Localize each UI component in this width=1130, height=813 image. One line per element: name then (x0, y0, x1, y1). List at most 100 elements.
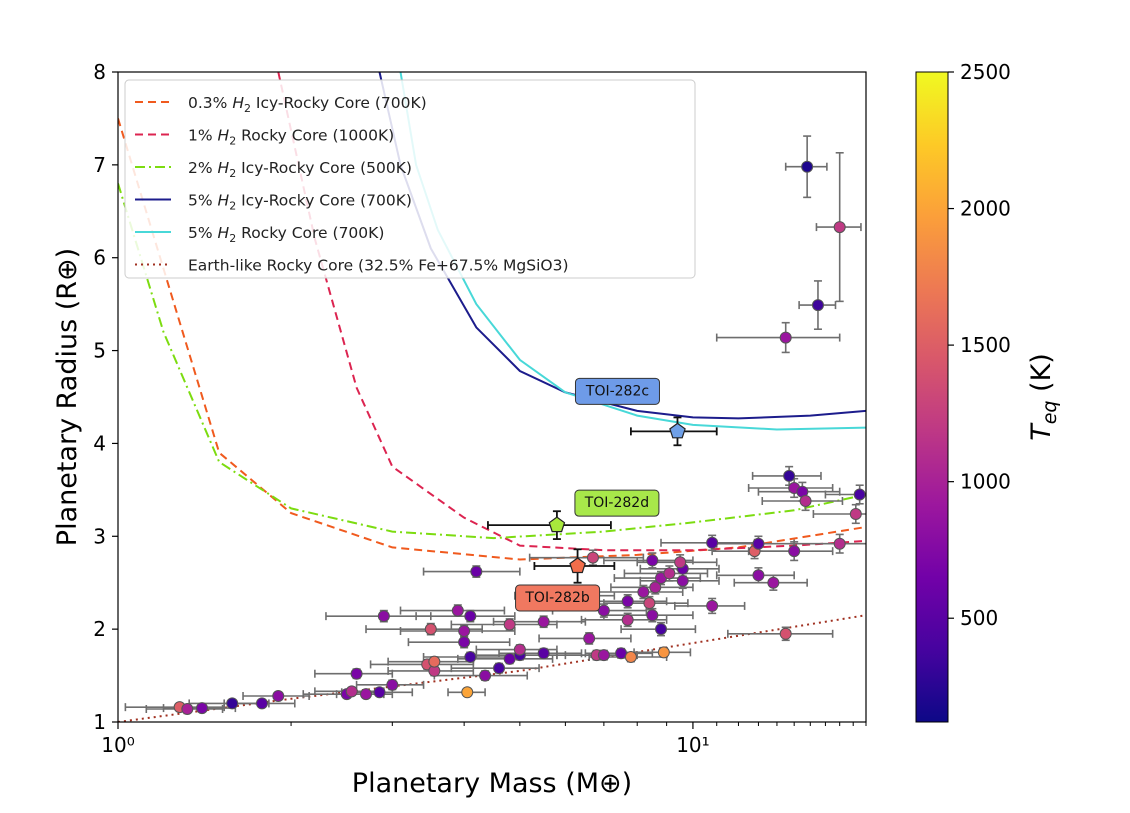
TOI-282c-label-text: TOI-282c (585, 383, 649, 399)
data-point-53 (646, 554, 659, 567)
y-tick-label-5: 5 (93, 339, 106, 363)
legend-entry-3: 2% H2 Icy-Rocky Core (500K) (135, 159, 412, 180)
legend-label-part: 0.3% (188, 94, 232, 112)
data-point-24 (537, 615, 550, 628)
data-point-26 (458, 625, 471, 637)
TOI-282b-label-box (515, 584, 601, 612)
colorbar-gradient (915, 71, 949, 723)
legend-label-part: H (232, 94, 244, 112)
model-curve-1 (118, 118, 866, 561)
model-curve-2 (277, 72, 866, 552)
data-point-32 (470, 565, 483, 578)
data-point-49 (663, 567, 676, 580)
TOI-282b-label: TOI-282b (515, 584, 601, 612)
legend-label-part: 2% (188, 159, 218, 177)
data-point-23 (537, 647, 550, 660)
y-tick-label-4: 4 (93, 431, 106, 455)
x-tick-label-10: 10¹ (676, 733, 709, 757)
legend-label-part: Icy-Rocky Core (700K) (236, 192, 412, 210)
colorbar: 500 1000 1500 2000 2500 Teq (K) (915, 60, 1061, 723)
legend-label-6: Earth-like Rocky Core (32.5% Fe+67.5% Mg… (188, 257, 569, 275)
data-point-61 (788, 545, 801, 558)
TOI-282c-marker (669, 422, 686, 439)
model-curve-3 (118, 183, 866, 540)
data-point-9 (360, 688, 373, 701)
y-tick-label-3: 3 (93, 524, 106, 548)
TOI-282c-label: TOI-282c (574, 377, 660, 405)
y-tick-label-8: 8 (93, 60, 106, 84)
data-point-30 (451, 604, 464, 617)
legend-label-part: 2 (229, 232, 236, 245)
data-point-50 (676, 574, 689, 587)
data-point-59 (752, 569, 765, 582)
data-point-5 (255, 697, 268, 710)
x-tick-label-1: 10⁰ (101, 733, 134, 757)
data-point-6 (272, 690, 285, 702)
data-point-2 (181, 703, 194, 715)
data-point-68 (849, 508, 862, 520)
data-point-70 (801, 160, 814, 173)
point-errorbar-73 (715, 321, 841, 354)
y-tick-label-1: 1 (93, 710, 106, 734)
data-point-43 (637, 586, 650, 598)
TOI-282d-marker (548, 516, 566, 533)
legend-label-4: 5% H2 Icy-Rocky Core (700K) (188, 192, 412, 213)
legend-label-part: Rocky Core (1000K) (236, 127, 394, 145)
data-point-39 (657, 646, 670, 659)
data-point-41 (621, 613, 634, 626)
colorbar-tick-label-2500: 2500 (960, 60, 1011, 84)
legend-label-2: 1% H2 Rocky Core (1000K) (188, 127, 394, 148)
legend-label-part: 2 (229, 167, 236, 180)
axes: 1 2 3 4 5 6 7 8 10⁰ 10¹ Planetary Mass (M⊕) Planeta… (52, 60, 867, 799)
data-point-45 (649, 581, 662, 594)
data-point-29 (377, 610, 390, 623)
legend-entry-5: 5% H2 Rocky Core (700K) (135, 224, 384, 245)
point-errorbar-26 (399, 624, 516, 638)
data-point-16 (461, 686, 474, 699)
point-errorbar-54 (528, 549, 645, 566)
data-point-34 (583, 632, 596, 645)
legend-entry-2: 1% H2 Rocky Core (1000K) (135, 127, 394, 148)
legend-label-part: H (218, 159, 230, 177)
y-axis-label: Planetary Radius (R⊕) (52, 248, 83, 546)
TOI-282c-label-box (574, 377, 660, 405)
data-point-4 (226, 697, 239, 710)
data-point-63 (783, 469, 796, 482)
legend-label-part: 2 (244, 102, 251, 115)
legend-label-part: H (218, 224, 230, 242)
data-point-60 (767, 576, 780, 589)
data-point-10 (373, 686, 386, 699)
legend-label-5: 5% H2 Rocky Core (700K) (188, 224, 384, 245)
legend-label-part: Earth-like Rocky Core (32.5% Fe+67.5% Mg… (188, 257, 569, 275)
data-point-17 (464, 651, 477, 663)
data-point-58 (752, 537, 765, 550)
plot-clip-group (118, 72, 866, 722)
data-point-36 (597, 649, 610, 662)
legend-label-part: 1% (188, 127, 218, 145)
legend-label-part: Icy-Rocky Core (500K) (236, 159, 412, 177)
legend-label-part: Rocky Core (700K) (236, 224, 384, 242)
data-point-15 (428, 655, 441, 668)
data-point-31 (464, 610, 477, 623)
legend-frame (124, 79, 696, 279)
data-point-69 (853, 488, 866, 501)
TOI-282b-marker (569, 557, 586, 574)
y-tick-label-2: 2 (93, 617, 106, 641)
data-point-48 (646, 609, 659, 622)
data-point-18 (479, 669, 492, 682)
data-point-67 (833, 537, 846, 550)
data-point-12 (350, 667, 363, 680)
legend-entry-1: 0.3% H2 Icy-Rocky Core (700K) (135, 94, 427, 115)
data-point-11 (386, 678, 399, 691)
colorbar-tick-label-1000: 1000 (960, 470, 1011, 494)
data-point-66 (799, 495, 812, 507)
data-point-71 (833, 221, 846, 234)
data-point-40 (597, 604, 610, 617)
legend-entry-6: Earth-like Rocky Core (32.5% Fe+67.5% Mg… (135, 257, 569, 275)
legend-label-part: 2 (229, 135, 236, 148)
legend-label-part: 2 (229, 200, 236, 213)
data-point-55 (706, 599, 719, 612)
legend: 0.3% H2 Icy-Rocky Core (700K)1% H2 Rocky… (124, 79, 696, 279)
data-point-56 (706, 536, 719, 549)
